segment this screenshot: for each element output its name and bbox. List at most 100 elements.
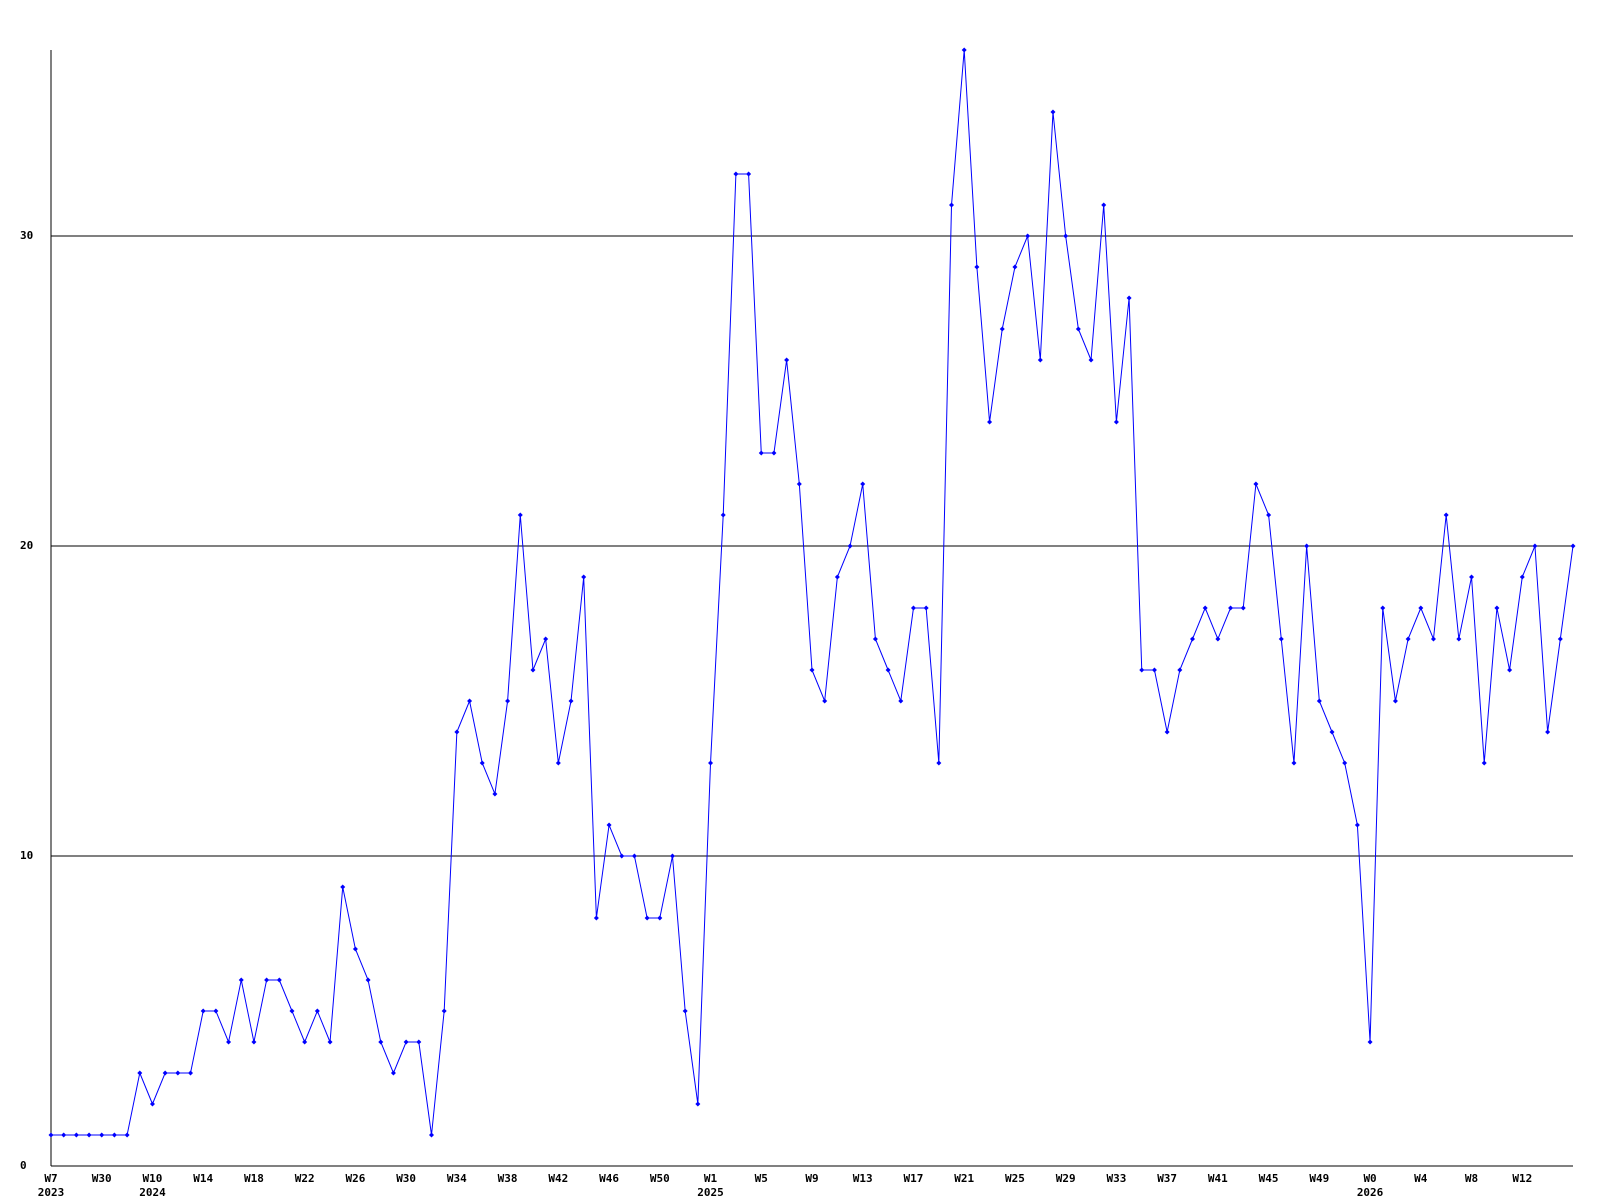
data-point <box>1088 357 1094 363</box>
x-year-label: 2026 <box>1357 1186 1384 1199</box>
x-tick-label: W41 <box>1208 1172 1228 1185</box>
data-point <box>111 1132 117 1138</box>
data-point <box>1469 574 1475 580</box>
x-tick-label: W4 <box>1414 1172 1428 1185</box>
x-year-label: 2025 <box>697 1186 724 1199</box>
data-point <box>1240 605 1246 611</box>
data-point <box>619 853 625 859</box>
x-tick-label: W29 <box>1056 1172 1076 1185</box>
data-point <box>1278 636 1284 642</box>
data-point <box>746 171 752 177</box>
data-point <box>1190 636 1195 642</box>
data-point <box>1215 636 1221 642</box>
data-point <box>302 1039 308 1045</box>
x-tick-label: W18 <box>244 1172 264 1185</box>
x-tick-label: W8 <box>1465 1172 1478 1185</box>
x-tick-label: W50 <box>650 1172 670 1185</box>
data-point <box>48 1132 54 1138</box>
data-point <box>1101 202 1107 208</box>
data-point <box>872 636 878 642</box>
data-point <box>492 791 498 797</box>
data-point <box>1570 543 1576 549</box>
data-point <box>682 1008 688 1014</box>
y-tick-label: 0 <box>20 1159 27 1172</box>
x-tick-label: W14 <box>193 1172 213 1185</box>
x-tick-label: W13 <box>853 1172 873 1185</box>
data-point <box>429 1132 434 1138</box>
data-point <box>1329 729 1335 735</box>
data-point <box>1392 698 1398 704</box>
data-point <box>606 822 612 828</box>
x-tick-label: W22 <box>295 1172 315 1185</box>
data-point <box>898 698 904 704</box>
data-point <box>1405 636 1411 642</box>
y-tick-label: 30 <box>20 229 33 242</box>
x-tick-label: W42 <box>548 1172 568 1185</box>
x-tick-label: W21 <box>954 1172 974 1185</box>
x-tick-label: W30 <box>92 1172 112 1185</box>
data-point <box>974 264 980 270</box>
data-point <box>822 698 828 704</box>
data-point <box>1177 667 1183 673</box>
data-point <box>631 853 637 859</box>
data-point <box>1164 729 1170 735</box>
data-point <box>1037 357 1043 363</box>
data-point <box>238 977 244 983</box>
data-point <box>188 1070 194 1076</box>
x-year-label: 2024 <box>139 1186 166 1199</box>
data-point <box>479 760 485 766</box>
data-point <box>1316 698 1322 704</box>
data-point <box>961 47 967 53</box>
data-point <box>885 667 891 673</box>
data-point <box>530 667 536 673</box>
data-point <box>999 326 1005 332</box>
data-point <box>1557 636 1563 642</box>
data-point <box>758 450 764 456</box>
data-point <box>1050 109 1056 115</box>
data-point <box>1507 667 1513 673</box>
data-point <box>378 1039 384 1045</box>
data-point <box>1126 295 1132 301</box>
data-point <box>1304 543 1310 549</box>
data-point <box>1532 543 1538 549</box>
data-point <box>264 977 270 983</box>
x-tick-label: W30 <box>396 1172 416 1185</box>
data-point <box>910 605 916 611</box>
data-point <box>1139 667 1145 673</box>
x-tick-label: W7 <box>44 1172 57 1185</box>
data-point <box>784 357 790 363</box>
data-point <box>543 636 549 642</box>
data-point <box>1075 326 1081 332</box>
data-point <box>162 1070 168 1076</box>
data-point <box>809 667 815 673</box>
x-tick-label: W34 <box>447 1172 467 1185</box>
data-point <box>669 853 675 859</box>
data-point <box>327 1039 333 1045</box>
x-tick-label: W38 <box>498 1172 518 1185</box>
data-point <box>733 171 739 177</box>
x-tick-label: W46 <box>599 1172 619 1185</box>
data-point <box>1151 667 1157 673</box>
data-point <box>213 1008 219 1014</box>
x-tick-label: W1 <box>704 1172 718 1185</box>
data-point <box>175 1070 181 1076</box>
data-point <box>517 512 523 518</box>
data-point <box>416 1039 422 1045</box>
data-point <box>568 698 574 704</box>
data-point <box>505 698 511 704</box>
x-tick-label: W49 <box>1309 1172 1329 1185</box>
x-tick-label: W37 <box>1157 1172 1177 1185</box>
data-point <box>1342 760 1348 766</box>
data-point <box>1113 419 1119 425</box>
data-point <box>137 1070 143 1076</box>
data-point <box>403 1039 409 1045</box>
data-point <box>593 915 599 921</box>
data-point <box>1519 574 1525 580</box>
x-tick-label: W26 <box>345 1172 365 1185</box>
data-point <box>149 1101 155 1107</box>
data-point <box>860 481 866 487</box>
data-point <box>1545 729 1551 735</box>
data-point <box>1025 233 1031 239</box>
x-tick-label: W10 <box>143 1172 163 1185</box>
